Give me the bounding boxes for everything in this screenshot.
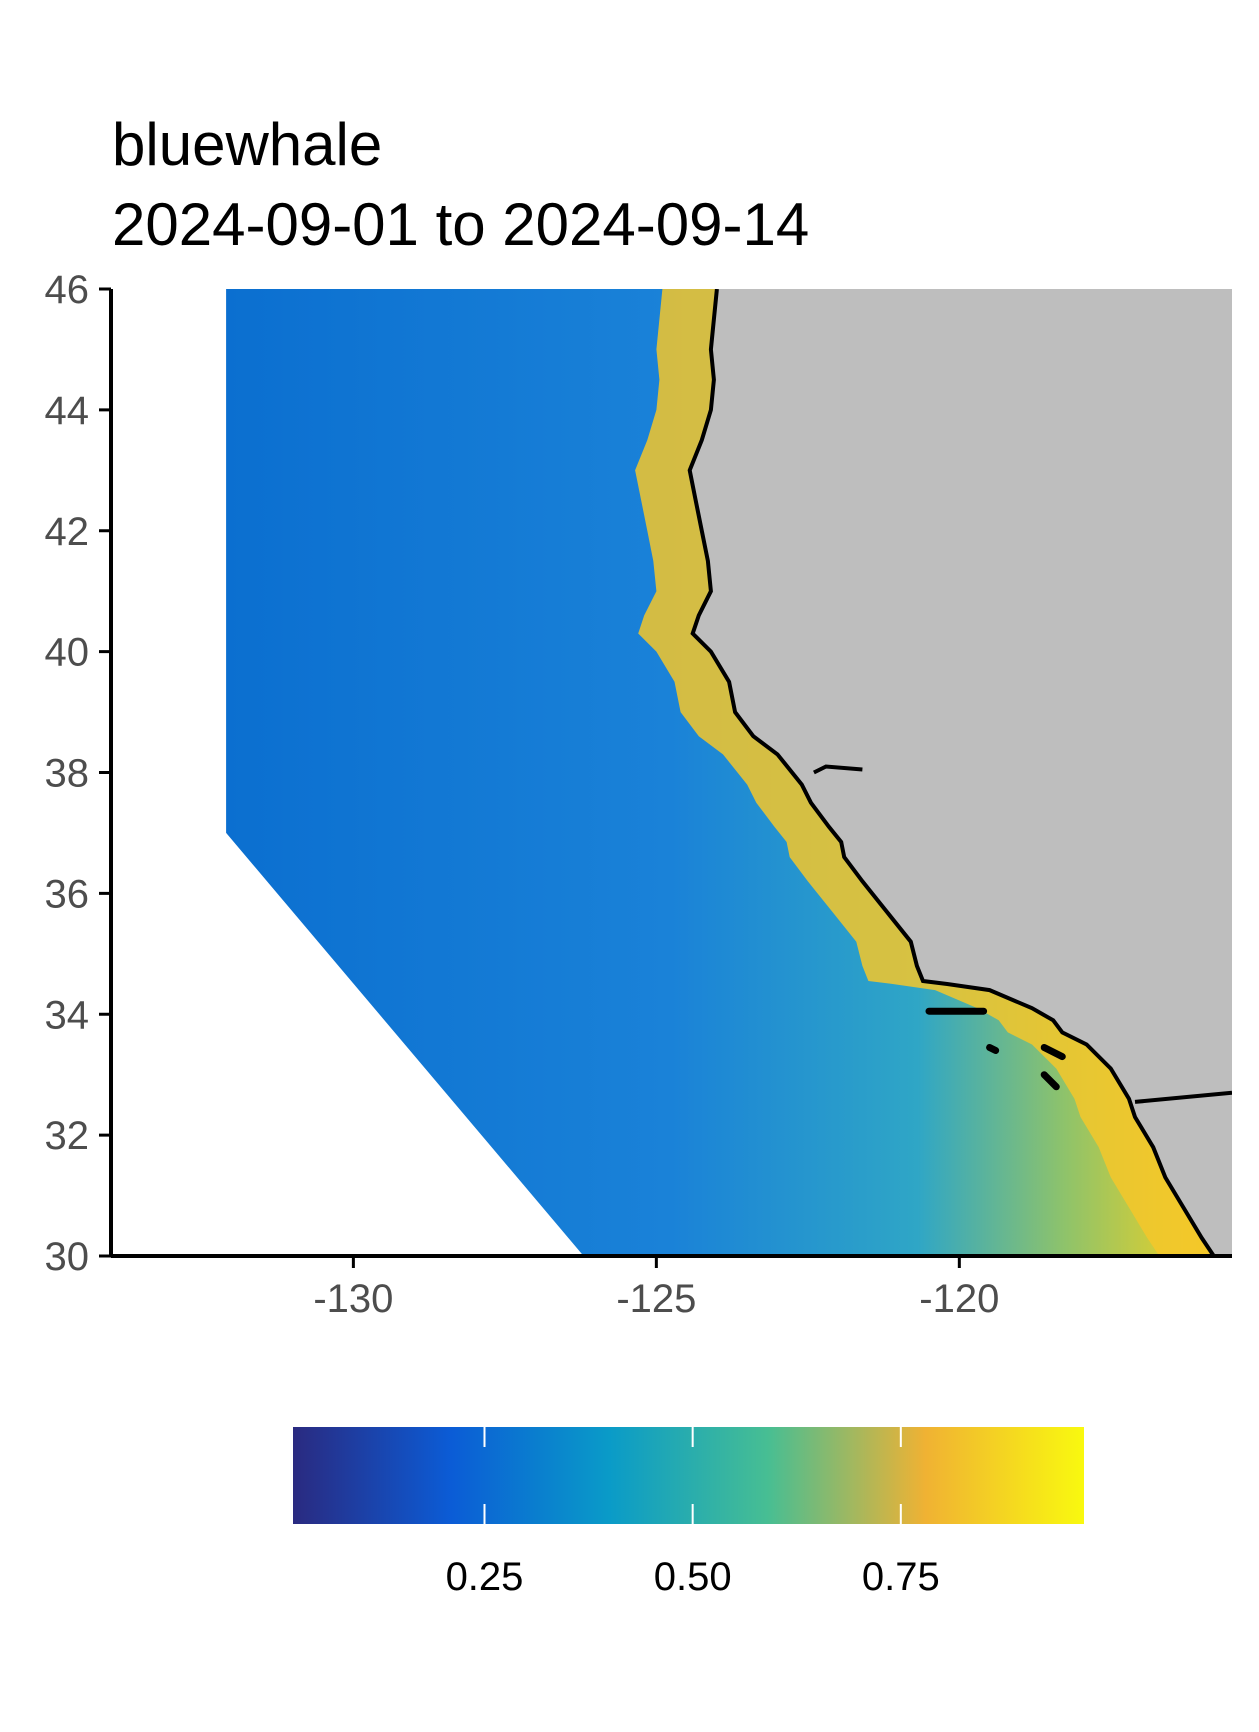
- y-tick-label-30: 30: [45, 1235, 90, 1279]
- land-layer: [689, 289, 1232, 1256]
- y-tick-label-32: 32: [45, 1114, 90, 1158]
- y-tick-label-46: 46: [45, 268, 90, 312]
- chart-title: bluewhale: [112, 111, 382, 178]
- axes: 30 32 34 36 38 40 42 44 46 -130 -125 -120: [45, 268, 1232, 1321]
- y-tick-label-44: 44: [45, 389, 90, 433]
- y-tick-label-38: 38: [45, 752, 90, 796]
- y-tick-label-36: 36: [45, 872, 90, 916]
- coastline: [687, 289, 1216, 1256]
- colorbar-label-0.25: 0.25: [446, 1555, 524, 1599]
- coastline-layer: [687, 289, 1232, 1256]
- y-tick-label-34: 34: [45, 993, 90, 1037]
- island-4: [1040, 1071, 1060, 1091]
- colorbar-label-0.50: 0.50: [654, 1555, 732, 1599]
- y-tick-label-42: 42: [45, 510, 90, 554]
- x-tick-label--130: -130: [313, 1277, 393, 1321]
- colorbar: [293, 1427, 1084, 1524]
- bay-outline: [813, 764, 863, 775]
- border-line: [1134, 1090, 1232, 1104]
- colorbar-legend: 0.25 0.50 0.75: [293, 1427, 1084, 1599]
- map-panel: [226, 289, 1232, 1256]
- land-area: [689, 289, 1232, 1256]
- colorbar-label-0.75: 0.75: [862, 1555, 940, 1599]
- island-2: [986, 1044, 1000, 1054]
- chart-subtitle: 2024-09-01 to 2024-09-14: [112, 191, 809, 258]
- y-tick-label-40: 40: [45, 631, 90, 675]
- x-tick-label--125: -125: [616, 1277, 696, 1321]
- x-tick-label--120: -120: [919, 1277, 999, 1321]
- island-3: [1040, 1044, 1066, 1061]
